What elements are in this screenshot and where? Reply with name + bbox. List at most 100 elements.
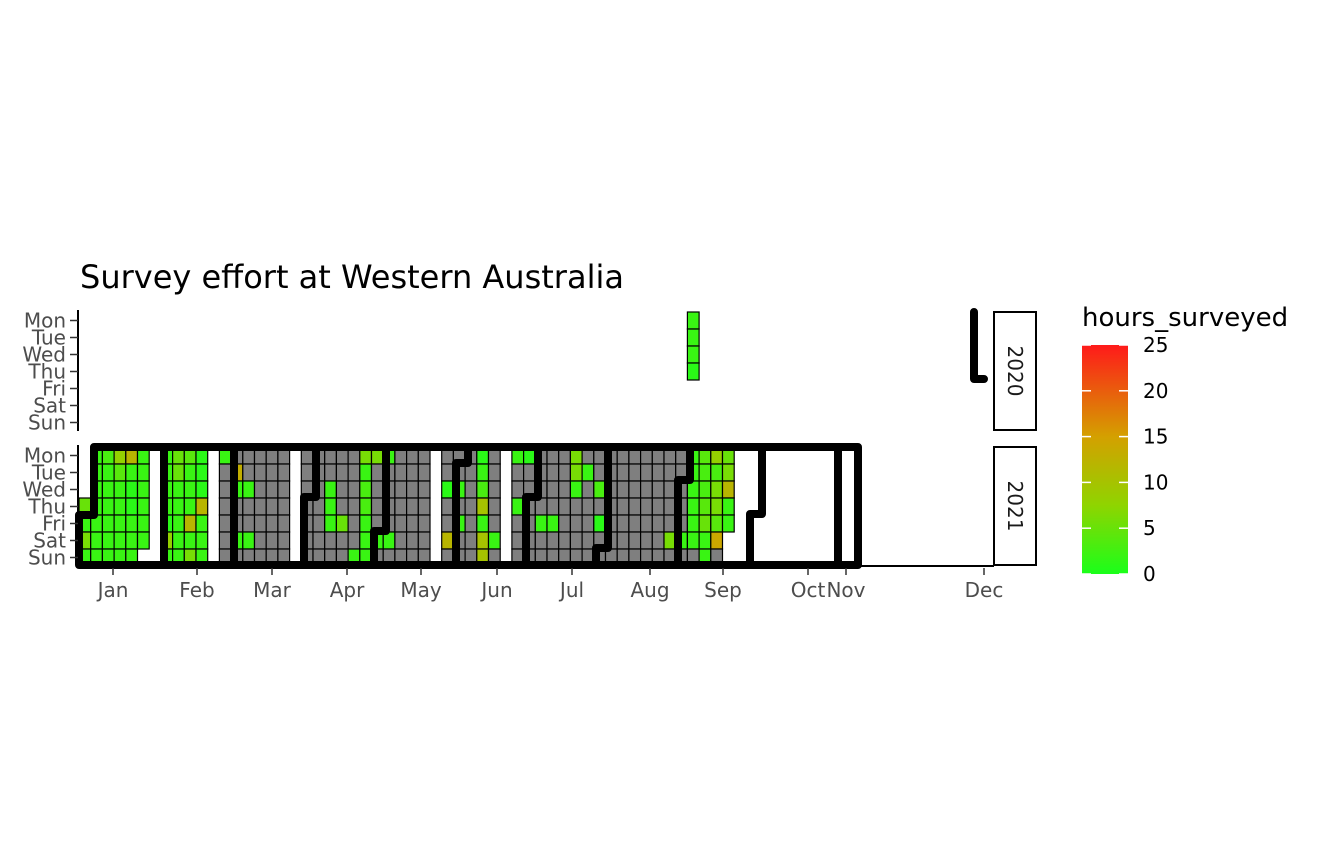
heatmap-cell (546, 514, 560, 533)
heatmap-cell (253, 480, 267, 499)
heatmap-cell (686, 362, 700, 381)
heatmap-cell (324, 514, 338, 533)
heatmap-cell (277, 531, 291, 550)
heatmap-cell (265, 480, 279, 499)
heatmap-cell (558, 514, 572, 533)
x-tick-label: May (400, 578, 442, 602)
heatmap-cell (487, 463, 501, 482)
legend-tick-label: 10 (1143, 470, 1168, 494)
heatmap-cell (253, 531, 267, 550)
heatmap-cell (628, 531, 642, 550)
heatmap-cell (558, 531, 572, 550)
heatmap-cell (195, 514, 209, 533)
legend-tick-label: 20 (1143, 379, 1168, 403)
heatmap-cell (511, 497, 525, 516)
heatmap-cell (335, 497, 349, 516)
heatmap-cell (218, 463, 232, 482)
heatmap-cell (253, 463, 267, 482)
month-boundary (746, 443, 766, 569)
x-tick-label: Jul (558, 578, 584, 602)
heatmap-cell (581, 497, 595, 516)
heatmap-cell (183, 531, 197, 550)
heatmap-cell (335, 514, 349, 533)
y-tick-label: Fri (42, 512, 66, 536)
heatmap-cell (487, 531, 501, 550)
legend-ticks: 25 20 15 10 5 0 (1082, 333, 1168, 586)
heatmap-cell (101, 531, 115, 550)
heatmap-cell (663, 480, 677, 499)
heatmap-cell (721, 497, 735, 516)
legend: hours_surveyed 25 20 15 10 5 0 (1082, 303, 1288, 586)
heatmap-cell (242, 531, 256, 550)
heatmap-cell (195, 480, 209, 499)
heatmap-cell (172, 531, 185, 550)
y-tick-label: Tue (31, 326, 66, 350)
heatmap-cell (347, 463, 361, 482)
heatmap-cell (581, 531, 595, 550)
heatmap-cell (698, 514, 712, 533)
heatmap-cell (546, 480, 560, 499)
heatmap-cell (125, 531, 139, 550)
y-tick-label: Thu (27, 360, 66, 384)
heatmap-cell (569, 497, 583, 516)
heatmap-cell (663, 531, 677, 550)
heatmap-cell (277, 514, 291, 533)
heatmap-cell (335, 480, 349, 499)
heatmap-cell (113, 497, 127, 516)
heatmap-cell (277, 480, 291, 499)
heatmap-cell (265, 497, 279, 516)
heatmap-cell (663, 497, 677, 516)
heatmap-cell (359, 480, 373, 499)
heatmap-cell (172, 514, 185, 533)
y-tick-label: Sun (28, 546, 66, 570)
y-tick-label: Wed (22, 478, 66, 502)
heatmap-cell (710, 514, 724, 533)
heatmap-cell (639, 463, 653, 482)
heatmap-cell (721, 463, 735, 482)
heatmap-cell (522, 463, 536, 482)
heatmap-cell (417, 463, 431, 482)
heatmap-cell (487, 514, 501, 533)
heatmap-cell (686, 514, 700, 533)
heatmap-cell (324, 463, 338, 482)
x-tick-label: Jun (479, 578, 512, 602)
heatmap-cell (113, 480, 127, 499)
heatmap-cell (312, 514, 326, 533)
heatmap-cell (581, 463, 595, 482)
heatmap-cell (476, 497, 490, 516)
heatmap-cell (476, 480, 490, 499)
heatmap-cell (136, 531, 150, 550)
heatmap-cell (347, 514, 361, 533)
heatmap-cell (406, 480, 419, 499)
heatmap-cell (558, 497, 572, 516)
heatmap-cell (218, 514, 232, 533)
heatmap-cell (277, 463, 291, 482)
heatmap-cell (183, 463, 197, 482)
month-boundary (75, 443, 98, 519)
heatmap-cell (370, 480, 384, 499)
heatmap-cell (347, 480, 361, 499)
heatmap-cell (136, 480, 150, 499)
heatmap-cell (686, 531, 700, 550)
y-tick-label: Mon (24, 309, 66, 333)
heatmap-cell (651, 497, 665, 516)
heatmap-cell (125, 497, 139, 516)
heatmap-cell (616, 497, 630, 516)
heatmap-cell (721, 480, 735, 499)
heatmap-cell (710, 463, 724, 482)
heatmap-cell (511, 463, 525, 482)
y-tick-label: Fri (42, 377, 66, 401)
x-axis: Jan Feb Mar Apr May Jun Jul Aug Sep Oct Nov Dec (96, 568, 1004, 602)
heatmap-cell (312, 531, 326, 550)
heatmap-cell (113, 514, 127, 533)
x-tick-label: Dec (965, 578, 1004, 602)
heatmap-cell (511, 514, 525, 533)
x-tick-label: Mar (253, 578, 292, 602)
heatmap-cell (476, 463, 490, 482)
heatmap-cell (663, 463, 677, 482)
month-boundary (674, 443, 694, 569)
heatmap-cell (218, 531, 232, 550)
heatmap-cell (406, 463, 419, 482)
